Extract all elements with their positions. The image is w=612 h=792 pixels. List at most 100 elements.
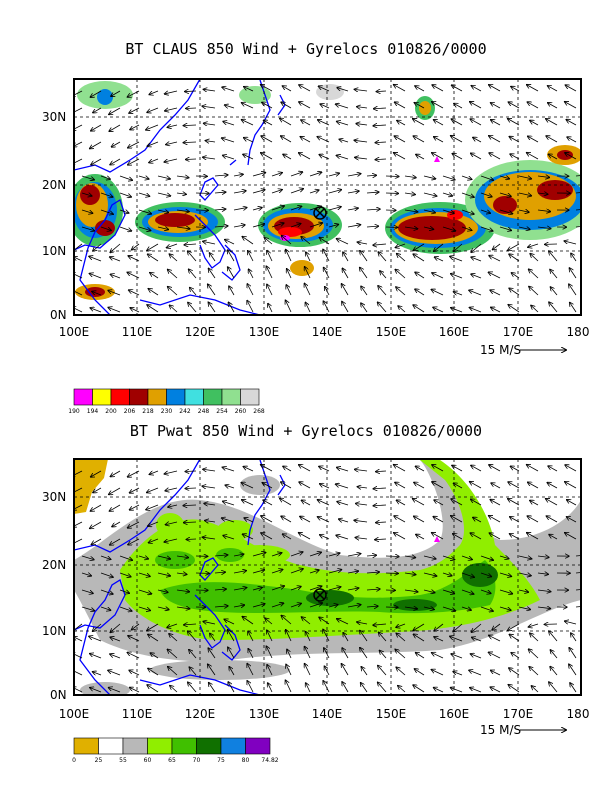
- wind-vector: [138, 556, 148, 559]
- wind-vector: [337, 619, 349, 625]
- wind-vector: [157, 210, 168, 212]
- wind-vector: [404, 556, 415, 558]
- wind-vector: [242, 237, 254, 245]
- wind-vector: [148, 634, 159, 642]
- wind-vector: [366, 226, 378, 227]
- wind-vector: [323, 249, 330, 262]
- wind-vector: [360, 267, 368, 279]
- wind-vector: [320, 104, 330, 109]
- wind-vector: [317, 500, 330, 506]
- colorbar-label: 268: [253, 408, 265, 415]
- wind-vector: [451, 688, 463, 693]
- wind-vector: [550, 667, 558, 676]
- wind-vector: [378, 682, 387, 693]
- wind-vector: [451, 516, 463, 523]
- wind-vector: [453, 292, 463, 295]
- wind-vector: [119, 210, 129, 213]
- wind-vector: [81, 175, 94, 180]
- lon-label: 100E: [59, 325, 90, 339]
- wind-vector: [396, 667, 406, 676]
- wind-vector: [567, 137, 577, 143]
- wind-vector: [74, 273, 83, 279]
- wind-vector: [222, 87, 235, 92]
- panel1-cloud-fields: [74, 81, 581, 300]
- wind-vector: [537, 573, 548, 574]
- wind-vector: [491, 483, 501, 489]
- wind-vector: [480, 572, 491, 577]
- wind-vector: [549, 535, 558, 540]
- colorbar-label: 254: [216, 408, 228, 415]
- wind-vector: [442, 606, 455, 611]
- colorbar-label: 206: [124, 408, 136, 415]
- wind-vector: [376, 471, 387, 472]
- colorbar-swatch: [73, 388, 93, 406]
- wind-vector: [357, 242, 368, 244]
- wind-vector: [324, 666, 330, 676]
- wind-vector: [283, 466, 292, 472]
- wind-vector: [248, 251, 254, 262]
- wind-vector: [287, 649, 292, 659]
- wind-vector: [434, 688, 444, 693]
- colorbar-label: 75: [217, 757, 225, 764]
- lon-label: 180: [567, 707, 590, 721]
- wind-vector: [119, 589, 129, 593]
- wind-vector: [354, 520, 368, 522]
- wind-vector: [376, 522, 387, 523]
- wind-vector: [286, 250, 292, 262]
- wind-vector: [188, 631, 197, 642]
- wind-vector: [176, 573, 187, 574]
- wind-vector: [304, 283, 311, 296]
- wind-vector: [81, 209, 93, 213]
- panel2-lon-axis: 100E 110E 120E 130E 140E 150E 160E 170E …: [59, 707, 590, 721]
- wind-vector: [93, 243, 102, 251]
- wind-vector: [233, 605, 244, 607]
- wind-vector: [550, 287, 558, 296]
- wind-vector: [129, 290, 140, 296]
- wind-vector: [416, 653, 425, 659]
- wind-vector: [450, 256, 463, 262]
- wind-vector: [81, 555, 94, 560]
- wind-vector: [413, 305, 425, 313]
- wind-vector: [225, 240, 235, 245]
- wind-vector: [176, 210, 189, 212]
- wind-vector: [247, 284, 254, 296]
- wind-vector: [305, 302, 311, 313]
- wind-vector: [81, 193, 92, 196]
- wind-vector: [378, 302, 387, 313]
- wind-vector: [337, 88, 349, 92]
- wind-vector: [434, 637, 444, 642]
- wind-vector: [567, 500, 577, 506]
- wind-vector: [323, 301, 330, 313]
- wind-vector: [499, 209, 512, 214]
- wind-vector: [225, 105, 235, 108]
- wind-vector: [394, 153, 406, 160]
- wind-vector: [157, 572, 170, 576]
- lon-label: 140E: [312, 325, 343, 339]
- wind-vector: [176, 227, 190, 229]
- wind-vector: [508, 623, 520, 630]
- wind-vector: [74, 470, 83, 477]
- wind-vector: [453, 623, 463, 632]
- wind-vector: [242, 103, 254, 109]
- wind-vector: [214, 192, 226, 193]
- wind-vector: [127, 272, 140, 279]
- wind-vector: [261, 533, 273, 540]
- panel2-wind-vectors: [74, 465, 581, 693]
- wind-vector: [271, 569, 283, 574]
- wind-vector: [452, 85, 463, 92]
- wind-vector: [309, 570, 319, 573]
- wind-vector: [509, 288, 520, 296]
- lon-label: 160E: [439, 325, 470, 339]
- wind-vector: [147, 623, 159, 631]
- wind-vector: [189, 667, 197, 676]
- wind-vector: [210, 253, 216, 262]
- wind-vector: [149, 158, 159, 163]
- wind-vector: [214, 589, 226, 590]
- wind-vector: [324, 648, 330, 659]
- wind-vector: [432, 465, 444, 472]
- lat-label: 0N: [50, 308, 67, 322]
- wind-vector: [318, 120, 330, 126]
- wind-vector: [347, 588, 359, 590]
- wind-vector: [470, 482, 482, 489]
